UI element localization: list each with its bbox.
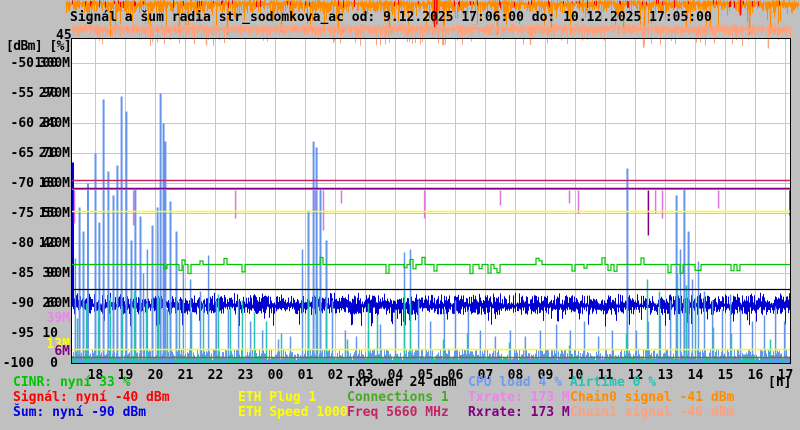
x-tick-hour: 19	[117, 368, 134, 383]
x-tick-hour: 21	[177, 368, 194, 383]
x-tick-hour: 10	[567, 368, 584, 383]
y-tick-dbm: -90	[10, 295, 34, 311]
legend-cpu: CPU load 4 %	[468, 375, 562, 390]
axis-top-tick-label: 45	[56, 28, 72, 43]
legend-[h]: [h]	[768, 375, 792, 390]
y-tick-pct: 80	[42, 115, 58, 131]
legend-eth: ETH Plug 1	[238, 390, 317, 405]
rate-level-label: 13M	[46, 337, 70, 352]
legend-signál: Signál: nyní -40 dBm	[13, 390, 170, 405]
x-tick-hour: 00	[267, 368, 284, 383]
y-tick-pct: 60	[42, 175, 58, 191]
x-tick-hour: 08	[507, 368, 524, 383]
y-tick-mbit: 150M	[38, 205, 70, 221]
y-tick-mbit: 180M	[38, 175, 70, 191]
y-tick-pct: 40	[42, 235, 58, 251]
y-tick-pct: 0	[50, 355, 58, 371]
y-tick-mbit: 120M	[38, 235, 70, 251]
chart-title: Signál a šum radia str_sodomkova_ac od: …	[70, 10, 712, 25]
y-tick-dbm: -55	[10, 85, 34, 101]
legend-cinr: CINR: nyní 33 %	[13, 375, 131, 390]
x-tick-hour: 23	[237, 368, 254, 383]
y-tick-mbit: 210M	[38, 145, 70, 161]
y-tick-pct: 30	[42, 265, 58, 281]
x-tick-hour: 01	[297, 368, 314, 383]
x-tick-hour: 22	[207, 368, 224, 383]
legend-šum: Šum: nyní -90 dBm	[13, 405, 147, 420]
y-axis-unit-label: [dBm] [%]	[6, 39, 72, 54]
y-tick-mbit: 270M	[38, 85, 70, 101]
rate-level-label: 6M	[54, 344, 70, 359]
legend-airtime: Airtime 0 %	[570, 375, 657, 390]
x-tick-hour: 15	[717, 368, 734, 383]
x-tick-hour: 14	[687, 368, 704, 383]
y-tick-pct: 50	[42, 205, 58, 221]
y-tick-dbm: -70	[10, 175, 34, 191]
y-tick-dbm: -75	[10, 205, 34, 221]
y-tick-dbm: -65	[10, 145, 34, 161]
x-tick-hour: 03	[357, 368, 374, 383]
y-tick-pct: 70	[42, 145, 58, 161]
x-tick-hour: 04	[387, 368, 404, 383]
x-tick-hour: 11	[597, 368, 614, 383]
legend-txrate: Txrate: 173 M	[468, 390, 570, 405]
y-tick-pct: 10	[42, 325, 58, 341]
y-tick-dbm: -80	[10, 235, 34, 251]
x-tick-hour: 02	[327, 368, 344, 383]
x-tick-hour: 20	[147, 368, 164, 383]
y-tick-dbm: -100	[2, 355, 34, 371]
y-tick-dbm: -50	[10, 55, 34, 71]
x-tick-hour: 17	[777, 368, 794, 383]
x-tick-hour: 05	[417, 368, 434, 383]
x-tick-hour: 07	[477, 368, 494, 383]
x-tick-hour: 13	[657, 368, 674, 383]
y-tick-pct: 20	[42, 295, 58, 311]
y-tick-mbit: 60M	[46, 295, 70, 311]
y-tick-dbm: -95	[10, 325, 34, 341]
legend-freq: Freq 5660 MHz	[347, 405, 449, 420]
y-tick-mbit: 240M	[38, 115, 70, 131]
y-tick-pct: 100	[34, 55, 58, 71]
x-tick-hour: 16	[747, 368, 764, 383]
legend-eth: ETH Speed 1000	[238, 405, 348, 420]
x-tick-hour: 09	[537, 368, 554, 383]
x-tick-hour: 12	[627, 368, 644, 383]
y-tick-dbm: -60	[10, 115, 34, 131]
y-tick-pct: 90	[42, 85, 58, 101]
y-tick-mbit: 300M	[38, 55, 70, 71]
legend-rxrate: Rxrate: 173 M	[468, 405, 570, 420]
legend-chain0: Chain0 signal -41 dBm	[570, 390, 735, 405]
rate-level-label: 39M	[46, 311, 70, 326]
legend-txpower: TxPower 24 dBm	[347, 375, 457, 390]
y-tick-mbit: 90M	[46, 265, 70, 281]
x-tick-hour: 18	[87, 368, 104, 383]
legend-connections: Connections 1	[347, 390, 449, 405]
x-tick-hour: 06	[447, 368, 464, 383]
y-tick-dbm: -85	[10, 265, 34, 281]
legend-chain1: Chain1 signal -46 dBm	[570, 405, 735, 420]
